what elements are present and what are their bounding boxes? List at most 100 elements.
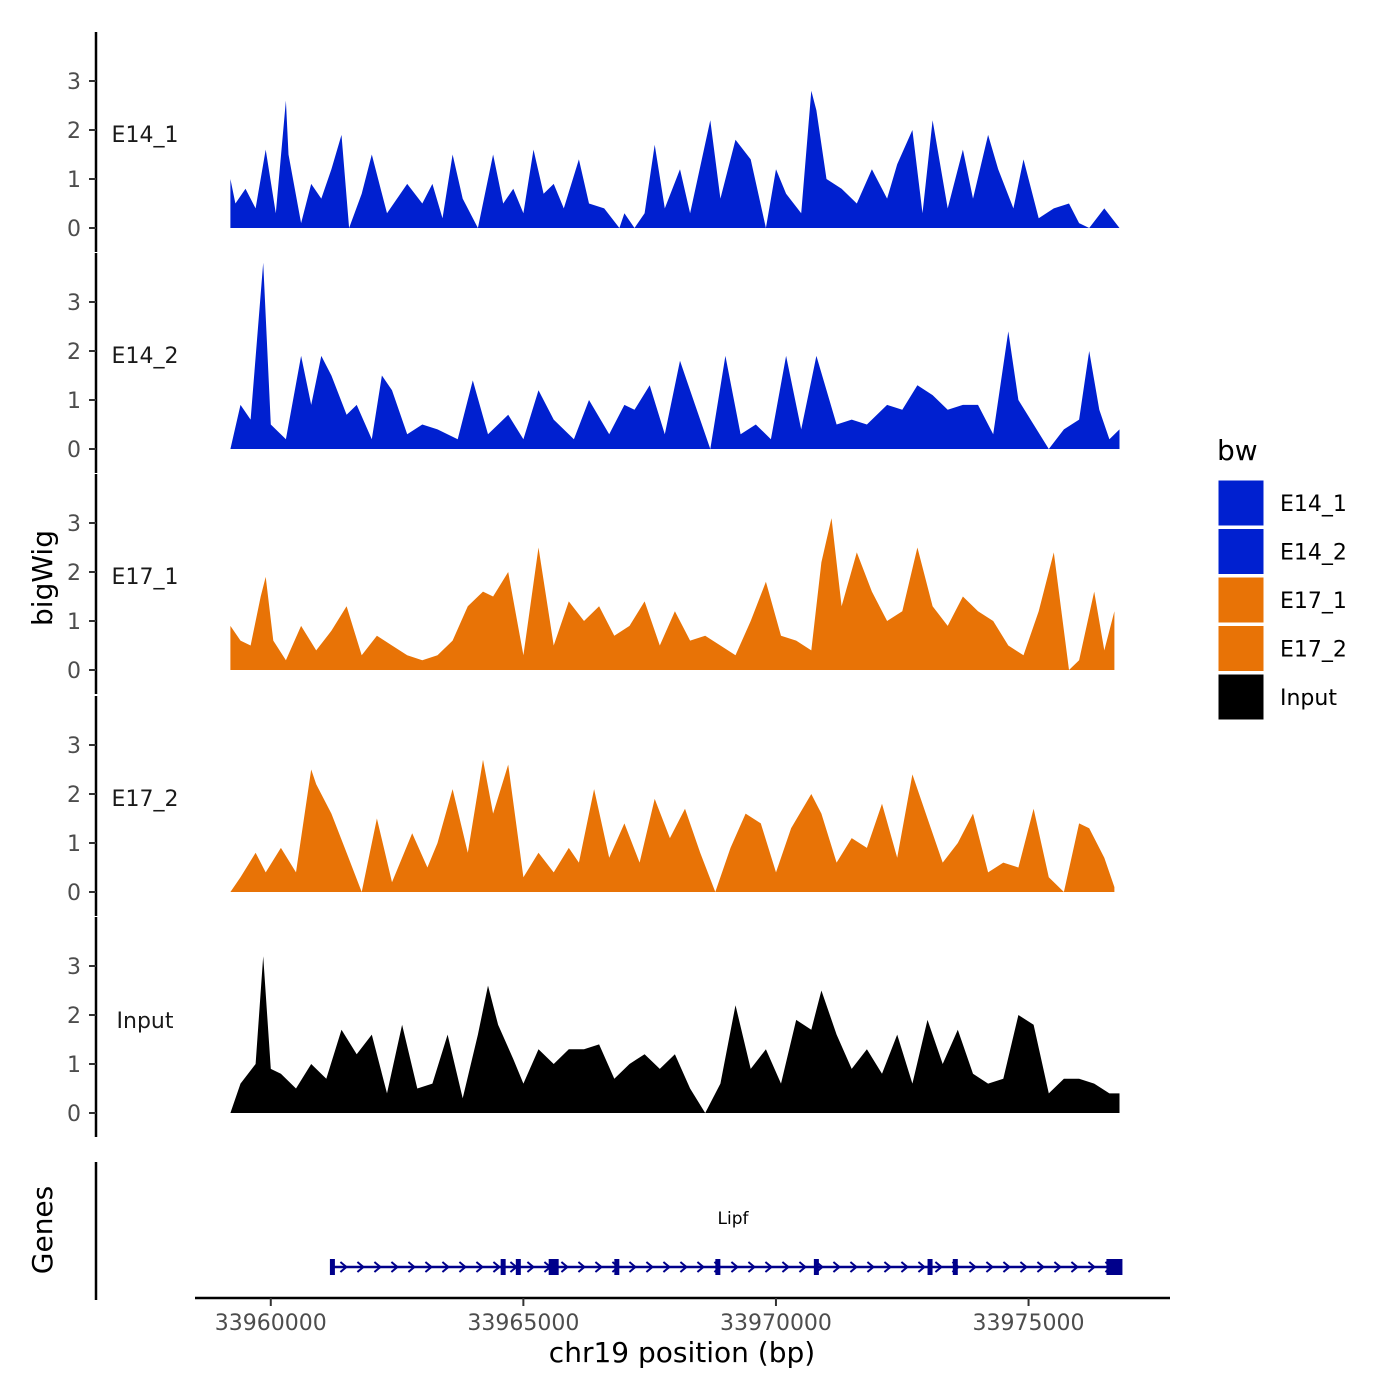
coverage-area: [230, 759, 1115, 892]
x-tick-label: 33960000: [215, 1311, 327, 1336]
track-label: Input: [117, 1009, 174, 1034]
strand-arrow: [781, 1261, 790, 1273]
legend-title: bw: [1217, 434, 1258, 467]
legend: bw E14_1 E14_2 E17_1 E17_2 Input: [1217, 434, 1347, 721]
y-tick-label: 2: [67, 783, 81, 808]
track-panels: 0 1 2 3 E14_1 0 1 2 3 E14_2 0 1 2 3 E17_1 0 1 2 3 E17_2 0 1 2 3…: [67, 32, 1120, 1137]
y-tick-label: 0: [67, 217, 81, 242]
strand-arrow: [594, 1261, 603, 1273]
strand-arrow: [458, 1261, 467, 1273]
strand-arrow: [662, 1261, 671, 1273]
y-tick-label: 2: [67, 340, 81, 365]
strand-arrow: [679, 1261, 688, 1273]
gene-track-label: Genes: [26, 1186, 59, 1274]
strand-arrow: [1019, 1261, 1028, 1273]
y-tick-label: 2: [67, 119, 81, 144]
legend-key: [1217, 528, 1265, 575]
exon: [500, 1259, 506, 1275]
strand-arrow: [832, 1261, 841, 1273]
gene-name-label: Lipf: [718, 1209, 750, 1229]
y-tick-label: 1: [67, 1053, 81, 1078]
coverage-area: [230, 90, 1120, 228]
legend-label: Input: [1280, 686, 1337, 711]
strand-arrow: [900, 1261, 909, 1273]
strand-arrow: [883, 1261, 892, 1273]
coverage-area: [230, 518, 1115, 670]
strand-arrow: [1053, 1261, 1062, 1273]
strand-arrow: [917, 1261, 926, 1273]
strand-arrow: [730, 1261, 739, 1273]
y-tick-label: 0: [67, 1102, 81, 1127]
exon: [715, 1259, 721, 1275]
strand-arrow: [968, 1261, 977, 1273]
strand-arrow: [526, 1261, 535, 1273]
y-tick-label: 3: [67, 734, 81, 759]
y-tick-label: 1: [67, 168, 81, 193]
legend-label: E17_1: [1280, 589, 1347, 614]
x-tick-label: 33975000: [973, 1311, 1085, 1336]
legend-label: E14_2: [1280, 541, 1347, 566]
track-e17-2: 0 1 2 3 E17_2: [67, 696, 1115, 916]
track-e14-1: 0 1 2 3 E14_1: [67, 32, 1120, 252]
strand-arrow: [1070, 1261, 1079, 1273]
legend-key: [1217, 625, 1265, 672]
y-axis-title: bigWig: [26, 530, 59, 626]
track-label: E14_1: [112, 123, 179, 148]
strand-arrow: [339, 1261, 348, 1273]
legend-key: [1217, 479, 1265, 527]
strand-arrow: [798, 1261, 807, 1273]
strand-arrow: [356, 1261, 365, 1273]
exon: [813, 1259, 819, 1275]
legend-key: [1217, 673, 1265, 721]
strand-arrow: [696, 1261, 705, 1273]
exon: [952, 1259, 958, 1275]
strand-arrow: [475, 1261, 484, 1273]
strand-arrow: [628, 1261, 637, 1273]
gene-model: [329, 1259, 1123, 1275]
y-tick-label: 0: [67, 881, 81, 906]
strand-arrow: [934, 1261, 943, 1273]
strand-arrow: [373, 1261, 382, 1273]
legend-label: E14_1: [1280, 492, 1347, 517]
strand-arrow: [747, 1261, 756, 1273]
strand-arrow: [1036, 1261, 1045, 1273]
track-input: 0 1 2 3 Input: [67, 917, 1120, 1137]
exon: [1106, 1259, 1123, 1275]
track-e17-1: 0 1 2 3 E17_1: [67, 474, 1115, 694]
gene-track-panel: Genes Lipf 33960000 33965000 33970000 33975…: [26, 1162, 1170, 1336]
exon: [548, 1259, 559, 1275]
x-axis-title: chr19 position (bp): [549, 1336, 815, 1369]
strand-arrow: [492, 1261, 501, 1273]
strand-arrow: [577, 1261, 586, 1273]
y-tick-label: 1: [67, 389, 81, 414]
y-tick-label: 0: [67, 438, 81, 463]
y-tick-label: 3: [67, 512, 81, 537]
strand-arrow: [866, 1261, 875, 1273]
strand-arrow: [985, 1261, 994, 1273]
strand-arrow: [1087, 1261, 1096, 1273]
legend-key: [1217, 576, 1265, 624]
strand-arrow: [407, 1261, 416, 1273]
y-tick-label: 3: [67, 955, 81, 980]
exon: [614, 1259, 620, 1275]
strand-arrow: [390, 1261, 399, 1273]
legend-label: E17_2: [1280, 638, 1347, 663]
strand-arrow: [560, 1261, 569, 1273]
track-label: E14_2: [112, 344, 179, 369]
coverage-area: [230, 262, 1120, 449]
y-tick-label: 1: [67, 832, 81, 857]
strand-arrow: [764, 1261, 773, 1273]
y-tick-label: 1: [67, 610, 81, 635]
y-tick-label: 3: [67, 70, 81, 95]
y-tick-label: 3: [67, 291, 81, 316]
exon: [927, 1259, 933, 1275]
y-tick-label: 2: [67, 561, 81, 586]
x-tick-label: 33965000: [467, 1311, 579, 1336]
coverage-area: [230, 956, 1120, 1113]
exon: [329, 1259, 335, 1275]
track-e14-2: 0 1 2 3 E14_2: [67, 253, 1120, 473]
x-axis-ticks: 33960000 33965000 33970000 33975000: [215, 1298, 1085, 1336]
x-tick-label: 33970000: [720, 1311, 832, 1336]
y-tick-label: 2: [67, 1004, 81, 1029]
